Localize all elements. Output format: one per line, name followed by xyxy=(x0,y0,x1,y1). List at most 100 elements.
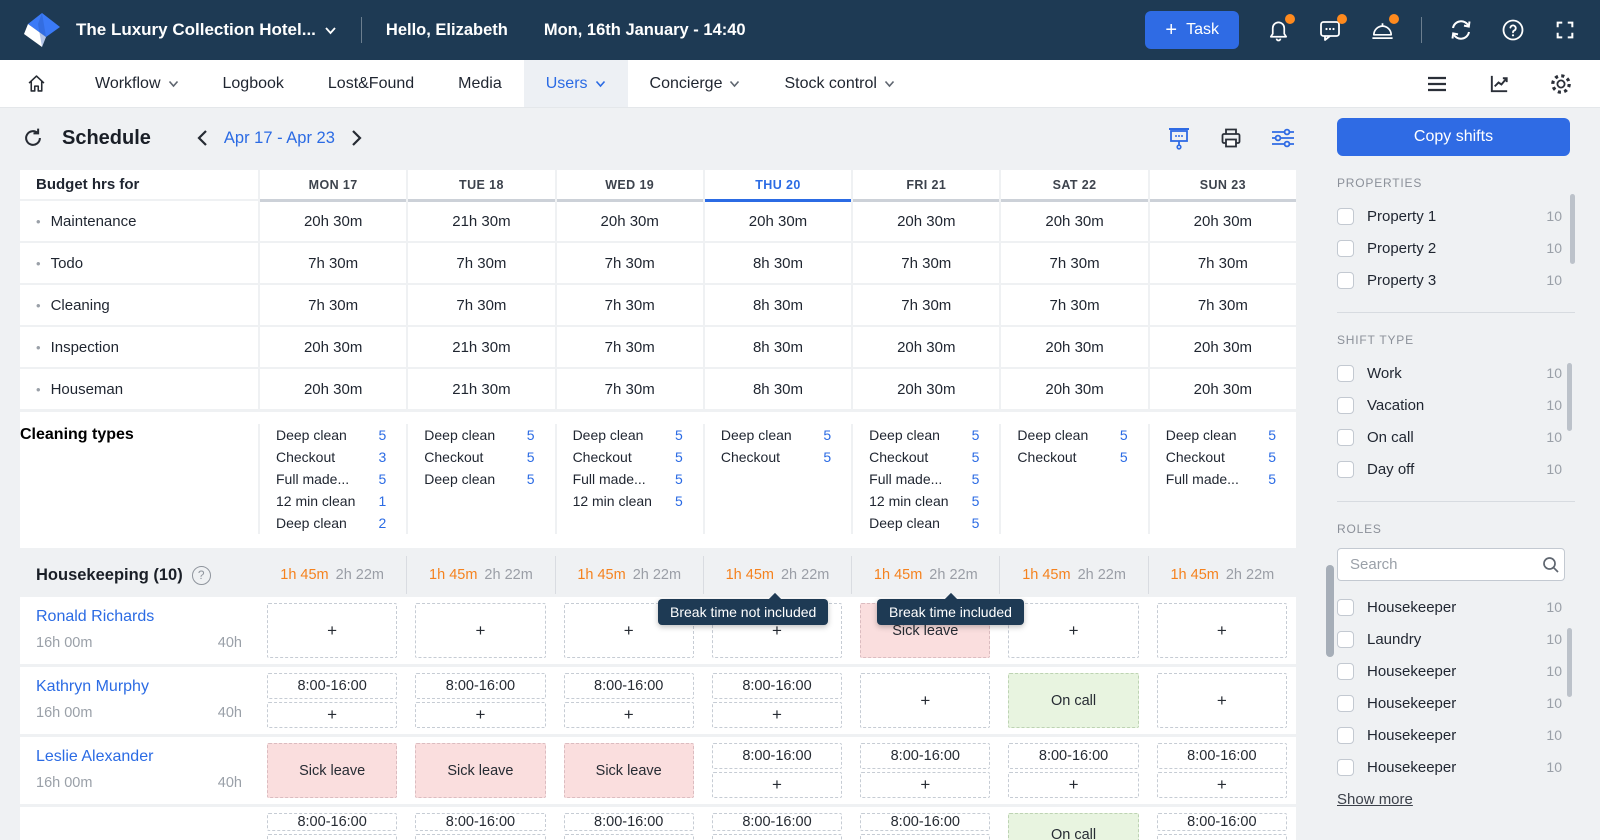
refresh-button[interactable] xyxy=(20,125,46,151)
cleaning-type-count[interactable]: 5 xyxy=(1268,449,1276,465)
add-shift-button[interactable]: + xyxy=(1156,673,1287,728)
shift-time-chip[interactable]: 8:00-16:00 xyxy=(711,813,843,831)
checkbox[interactable] xyxy=(1337,207,1354,225)
cleaning-type-count[interactable]: 5 xyxy=(971,449,980,465)
checkbox[interactable] xyxy=(1337,694,1354,712)
nav-item-lost-found[interactable]: Lost&Found xyxy=(306,60,436,107)
shift-type-item-vacation[interactable]: Vacation 10 xyxy=(1337,389,1570,421)
checkbox[interactable] xyxy=(1337,726,1354,744)
shift-time-chip[interactable]: 8:00-16:00 xyxy=(267,813,398,831)
cleaning-type-count[interactable]: 1 xyxy=(378,493,387,509)
add-shift-button[interactable]: + xyxy=(860,772,991,798)
cleaning-type-count[interactable]: 5 xyxy=(823,449,832,465)
role-item-housekeeper[interactable]: Housekeeper 10 xyxy=(1337,687,1570,719)
add-shift-button[interactable]: + xyxy=(415,603,546,658)
cleaning-type-count[interactable]: 5 xyxy=(526,471,535,487)
cleaning-type-count[interactable]: 2 xyxy=(378,515,387,531)
checkbox[interactable] xyxy=(1337,396,1354,414)
roles-scrollbar[interactable] xyxy=(1567,628,1572,697)
property-item-property-2[interactable]: Property 2 10 xyxy=(1337,232,1570,264)
shift-time-chip[interactable]: 8:00-16:00 xyxy=(1156,813,1287,831)
cleaning-type-count[interactable]: 5 xyxy=(675,471,683,487)
date-range[interactable]: Apr 17 - Apr 23 xyxy=(223,128,335,147)
cleaning-type-count[interactable]: 3 xyxy=(378,449,387,465)
cleaning-type-count[interactable]: 5 xyxy=(675,427,683,443)
prev-week-button[interactable] xyxy=(193,125,212,151)
nav-item-concierge[interactable]: Concierge xyxy=(628,60,763,107)
menu-button[interactable] xyxy=(1424,71,1450,97)
hotel-selector[interactable]: The Luxury Collection Hotel... xyxy=(76,20,337,40)
add-shift-button[interactable]: + xyxy=(267,603,398,658)
service-requests-button[interactable] xyxy=(1369,14,1399,43)
cleaning-type-count[interactable]: 5 xyxy=(1119,449,1128,465)
add-shift-button[interactable]: + xyxy=(563,702,694,728)
show-more-link[interactable]: Show more xyxy=(1337,791,1413,808)
shift-time-chip[interactable]: 8:00-16:00 xyxy=(711,673,843,699)
fullscreen-button[interactable] xyxy=(1552,17,1578,43)
add-shift-button[interactable]: + xyxy=(563,834,694,840)
print-button[interactable] xyxy=(1218,125,1244,151)
shift-type-scrollbar[interactable] xyxy=(1567,363,1572,431)
add-shift-button[interactable]: + xyxy=(1008,603,1139,658)
day-header-fri-21[interactable]: FRI 21 xyxy=(851,170,1000,202)
grid-scrollbar[interactable] xyxy=(1326,565,1334,657)
nav-item-media[interactable]: Media xyxy=(436,60,524,107)
cleaning-type-count[interactable]: 5 xyxy=(1268,471,1276,487)
add-shift-button[interactable]: + xyxy=(267,834,398,840)
cleaning-type-count[interactable]: 5 xyxy=(526,449,535,465)
checkbox[interactable] xyxy=(1337,598,1354,616)
checkbox[interactable] xyxy=(1337,630,1354,648)
cleaning-type-count[interactable]: 5 xyxy=(971,471,980,487)
cleaning-type-count[interactable]: 5 xyxy=(526,427,535,443)
cleaning-type-count[interactable]: 5 xyxy=(675,449,683,465)
shift-time-chip[interactable]: 8:00-16:00 xyxy=(563,813,694,831)
employee-name-link[interactable]: Kathryn Murphy xyxy=(36,678,149,695)
nav-item-users[interactable]: Users xyxy=(523,60,628,107)
nav-item-workflow[interactable]: Workflow xyxy=(73,60,201,107)
properties-scrollbar[interactable] xyxy=(1570,194,1575,264)
add-shift-button[interactable]: + xyxy=(711,702,843,728)
shift-time-chip[interactable]: 8:00-16:00 xyxy=(267,673,398,699)
add-shift-button[interactable]: + xyxy=(711,772,843,798)
shift-time-chip[interactable]: 8:00-16:00 xyxy=(415,813,546,831)
cleaning-type-count[interactable]: 5 xyxy=(378,471,387,487)
employee-name-link[interactable]: Leslie Alexander xyxy=(36,748,154,765)
shift-type-item-day-off[interactable]: Day off 10 xyxy=(1337,453,1570,485)
cleaning-type-count[interactable]: 5 xyxy=(971,493,980,509)
day-header-mon-17[interactable]: MON 17 xyxy=(258,170,407,202)
add-task-button[interactable]: + Task xyxy=(1145,11,1239,49)
add-shift-button[interactable]: + xyxy=(267,702,398,728)
nav-item-logbook[interactable]: Logbook xyxy=(201,60,306,107)
add-shift-button[interactable]: + xyxy=(415,834,546,840)
role-item-housekeeper[interactable]: Housekeeper 10 xyxy=(1337,591,1570,623)
role-item-laundry[interactable]: Laundry 10 xyxy=(1337,623,1570,655)
checkbox[interactable] xyxy=(1337,364,1354,382)
checkbox[interactable] xyxy=(1337,239,1354,257)
search-input[interactable] xyxy=(1337,548,1565,581)
checkbox[interactable] xyxy=(1337,460,1354,478)
day-header-sun-23[interactable]: SUN 23 xyxy=(1147,170,1296,202)
employee-name-link[interactable]: Ronald Richards xyxy=(36,608,155,625)
nav-home-button[interactable] xyxy=(26,73,47,94)
shift-type-item-on-call[interactable]: On call 10 xyxy=(1337,421,1570,453)
presentation-view-button[interactable] xyxy=(1166,125,1192,151)
add-shift-button[interactable]: + xyxy=(1156,772,1287,798)
cleaning-type-count[interactable]: 5 xyxy=(675,493,683,509)
shift-time-chip[interactable]: 8:00-16:00 xyxy=(711,743,843,769)
day-header-sat-22[interactable]: SAT 22 xyxy=(999,170,1148,202)
add-shift-button[interactable]: + xyxy=(1008,772,1139,798)
cleaning-type-count[interactable]: 5 xyxy=(971,515,980,531)
shift-time-chip[interactable]: 8:00-16:00 xyxy=(415,673,546,699)
shift-time-chip[interactable]: 8:00-16:00 xyxy=(563,673,694,699)
role-item-housekeeper[interactable]: Housekeeper 10 xyxy=(1337,655,1570,687)
cleaning-type-count[interactable]: 5 xyxy=(1268,427,1276,443)
add-shift-button[interactable]: + xyxy=(1156,603,1287,658)
shift-type-item-work[interactable]: Work 10 xyxy=(1337,357,1570,389)
property-item-property-3[interactable]: Property 3 10 xyxy=(1337,264,1570,296)
cleaning-type-count[interactable]: 5 xyxy=(971,427,980,443)
role-item-housekeeper[interactable]: Housekeeper 10 xyxy=(1337,751,1570,783)
shift-time-chip[interactable]: 8:00-16:00 xyxy=(1156,743,1287,769)
shift-time-chip[interactable]: 8:00-16:00 xyxy=(860,813,991,831)
day-header-wed-19[interactable]: WED 19 xyxy=(554,170,703,202)
help-circle-icon[interactable]: ? xyxy=(191,565,211,585)
